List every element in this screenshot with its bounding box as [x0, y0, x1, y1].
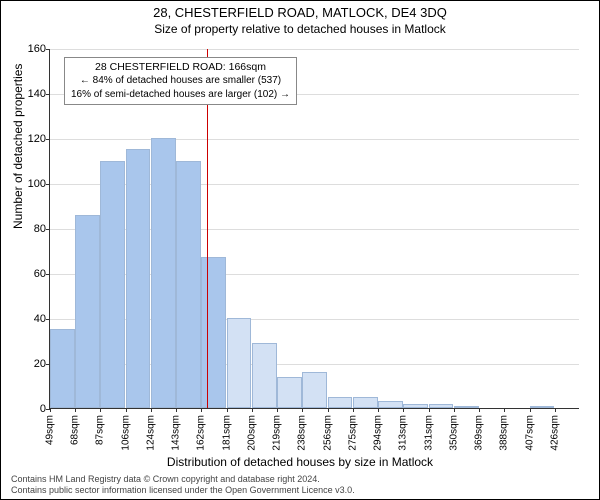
- ytick: [46, 229, 50, 230]
- histogram-bar: [227, 318, 252, 408]
- annotation-box: 28 CHESTERFIELD ROAD: 166sqm← 84% of det…: [64, 57, 297, 105]
- xtick-label: 388sqm: [499, 415, 510, 451]
- footer-line1: Contains HM Land Registry data © Crown c…: [11, 474, 355, 485]
- x-axis-label: Distribution of detached houses by size …: [1, 455, 599, 469]
- xtick: [353, 408, 354, 412]
- histogram-bar: [530, 406, 555, 408]
- histogram-bar: [353, 397, 378, 408]
- xtick: [277, 408, 278, 412]
- xtick-label: 275sqm: [347, 415, 358, 451]
- histogram-bar: [176, 161, 201, 409]
- xtick: [252, 408, 253, 412]
- xtick-label: 407sqm: [524, 415, 535, 451]
- xtick-label: 219sqm: [272, 415, 283, 451]
- xtick: [429, 408, 430, 412]
- xtick: [504, 408, 505, 412]
- xtick-label: 124sqm: [145, 415, 156, 451]
- chart-title: 28, CHESTERFIELD ROAD, MATLOCK, DE4 3DQ: [1, 5, 599, 20]
- annotation-line3: 16% of semi-detached houses are larger (…: [71, 88, 290, 102]
- footer-line2: Contains public sector information licen…: [11, 485, 355, 496]
- ytick: [46, 139, 50, 140]
- ytick-label: 100: [18, 178, 46, 190]
- footer-text: Contains HM Land Registry data © Crown c…: [11, 474, 355, 496]
- ytick-label: 80: [18, 223, 46, 235]
- xtick-label: 162sqm: [196, 415, 207, 451]
- chart-subtitle: Size of property relative to detached ho…: [1, 22, 599, 36]
- gridline: [50, 49, 579, 50]
- ytick-label: 120: [18, 133, 46, 145]
- ytick-label: 20: [18, 358, 46, 370]
- xtick: [302, 408, 303, 412]
- histogram-bar: [403, 404, 428, 409]
- ytick: [46, 274, 50, 275]
- xtick-label: 256sqm: [322, 415, 333, 451]
- ytick-label: 140: [18, 88, 46, 100]
- xtick-label: 369sqm: [474, 415, 485, 451]
- histogram-bar: [252, 343, 277, 408]
- xtick: [100, 408, 101, 412]
- xtick-label: 106sqm: [120, 415, 131, 451]
- histogram-bar: [126, 149, 151, 408]
- ytick-label: 40: [18, 313, 46, 325]
- annotation-line2: ← 84% of detached houses are smaller (53…: [71, 74, 290, 88]
- xtick-label: 68sqm: [70, 415, 81, 445]
- xtick: [201, 408, 202, 412]
- ytick-label: 60: [18, 268, 46, 280]
- histogram-bar: [302, 372, 327, 408]
- histogram-bar: [50, 329, 75, 408]
- xtick-label: 331sqm: [423, 415, 434, 451]
- histogram-bar: [75, 215, 100, 409]
- xtick-label: 294sqm: [373, 415, 384, 451]
- histogram-bar: [277, 377, 302, 409]
- xtick: [454, 408, 455, 412]
- histogram-bar: [100, 161, 125, 409]
- gridline: [50, 139, 579, 140]
- xtick: [403, 408, 404, 412]
- xtick: [479, 408, 480, 412]
- xtick-label: 313sqm: [398, 415, 409, 451]
- histogram-bar: [201, 257, 226, 408]
- xtick-label: 426sqm: [549, 415, 560, 451]
- histogram-bar: [151, 138, 176, 408]
- xtick: [328, 408, 329, 412]
- histogram-bar: [429, 404, 454, 409]
- ytick: [46, 184, 50, 185]
- ytick-label: 160: [18, 43, 46, 55]
- annotation-line1: 28 CHESTERFIELD ROAD: 166sqm: [71, 61, 290, 74]
- histogram-bar: [378, 401, 403, 408]
- ytick: [46, 319, 50, 320]
- xtick: [227, 408, 228, 412]
- plot: 02040608010012014016049sqm68sqm87sqm106s…: [49, 49, 579, 409]
- xtick: [530, 408, 531, 412]
- xtick: [50, 408, 51, 412]
- xtick-label: 200sqm: [246, 415, 257, 451]
- plot-area: 02040608010012014016049sqm68sqm87sqm106s…: [49, 49, 579, 409]
- xtick: [378, 408, 379, 412]
- xtick-label: 238sqm: [297, 415, 308, 451]
- histogram-bar: [328, 397, 353, 408]
- ytick: [46, 49, 50, 50]
- ytick-label: 0: [18, 403, 46, 415]
- histogram-bar: [454, 406, 479, 408]
- chart-frame: 28, CHESTERFIELD ROAD, MATLOCK, DE4 3DQ …: [0, 0, 600, 500]
- ytick: [46, 94, 50, 95]
- xtick: [75, 408, 76, 412]
- xtick-label: 143sqm: [171, 415, 182, 451]
- xtick-label: 181sqm: [221, 415, 232, 451]
- xtick-label: 350sqm: [448, 415, 459, 451]
- xtick: [151, 408, 152, 412]
- xtick: [126, 408, 127, 412]
- xtick-label: 87sqm: [95, 415, 106, 445]
- xtick: [176, 408, 177, 412]
- xtick-label: 49sqm: [45, 415, 56, 445]
- xtick: [555, 408, 556, 412]
